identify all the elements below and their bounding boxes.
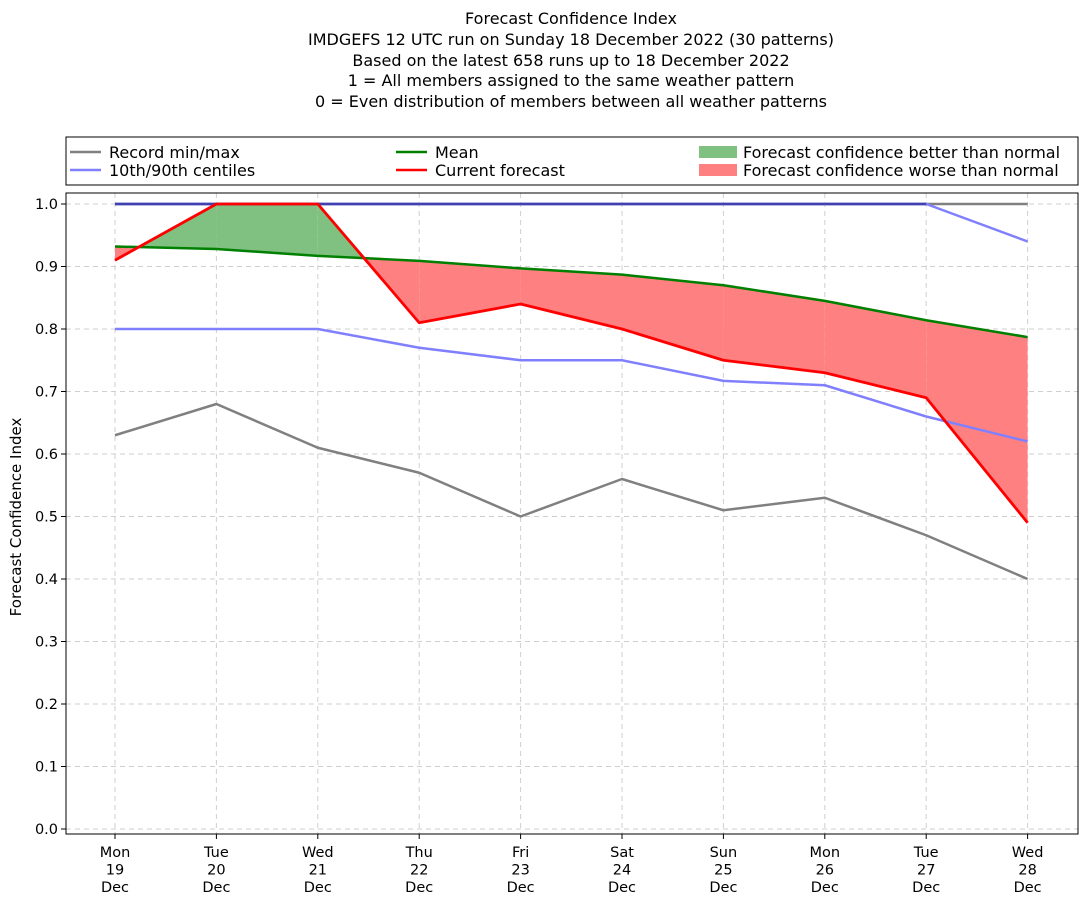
title-line-1: Forecast Confidence Index <box>465 9 677 28</box>
x-tick-label: 22 <box>410 863 428 879</box>
title-line-4: 1 = All members assigned to the same wea… <box>348 71 795 90</box>
legend: Record min/max Mean Forecast confidence be… <box>65 136 1079 186</box>
x-tick-label: 21 <box>309 863 327 879</box>
worse-than-normal-fill <box>520 268 622 329</box>
mean-line <box>114 245 1028 339</box>
worse-than-normal-fill <box>824 300 927 398</box>
title-line-3: Based on the latest 658 runs up to 18 De… <box>352 51 789 70</box>
x-tick-label: Wed <box>1012 845 1044 861</box>
x-tick-label: Sun <box>710 845 738 861</box>
x-tick-label: Mon <box>810 845 841 861</box>
legend-label: 10th/90th centiles <box>109 161 255 180</box>
y-tick-label: 0.8 <box>35 322 58 338</box>
y-tick-label: 0.6 <box>35 447 58 463</box>
y-tick-label: 0.3 <box>35 635 58 651</box>
x-tick-label: Dec <box>202 880 230 896</box>
legend-item: 10th/90th centiles <box>70 161 255 180</box>
worse-than-normal-fill <box>622 274 724 361</box>
x-tick-label: Dec <box>304 880 332 896</box>
x-tick-label: 20 <box>207 863 225 879</box>
x-tick-label: Fri <box>512 845 529 861</box>
x-tick-label: Tue <box>913 845 939 861</box>
x-tick-label: Mon <box>100 845 131 861</box>
x-tick-label: Sat <box>610 845 634 861</box>
y-tick-label: 0.1 <box>35 760 58 776</box>
legend-item: Forecast confidence better than normal <box>699 143 1060 162</box>
plot-frame <box>65 192 1079 835</box>
legend-label: Forecast confidence better than normal <box>743 143 1060 162</box>
y-tick-label: 1.0 <box>35 197 58 213</box>
centile-10-line <box>115 327 1028 443</box>
x-tick-label: 27 <box>917 863 935 879</box>
y-tick-label: 0.2 <box>35 697 58 713</box>
record-min-line <box>114 402 1029 581</box>
title-line-5: 0 = Even distribution of members between… <box>315 92 827 111</box>
better-than-normal-fill <box>216 204 318 256</box>
x-tick-label: Dec <box>1014 880 1042 896</box>
series-lines <box>114 202 1029 581</box>
x-tick-label: 26 <box>816 863 834 879</box>
x-tick-label: Dec <box>811 880 839 896</box>
legend-patch-swatch <box>699 164 737 176</box>
legend-item: Forecast confidence worse than normal <box>699 161 1059 180</box>
legend-box <box>65 136 1079 186</box>
title-line-2: IMDGEFS 12 UTC run on Sunday 18 December… <box>308 30 834 49</box>
x-tick-label: Dec <box>507 880 535 896</box>
legend-label: Mean <box>435 143 479 162</box>
y-tick-label: 0.7 <box>35 385 58 401</box>
legend-label: Record min/max <box>109 143 240 162</box>
legend-label: Forecast confidence worse than normal <box>743 161 1059 180</box>
y-axis-label: Forecast Confidence Index <box>7 418 25 617</box>
worse-than-normal-fill <box>723 285 825 373</box>
x-tick-label: 23 <box>511 863 529 879</box>
x-tick-label: Tue <box>203 845 229 861</box>
y-tick-label: 0.0 <box>35 822 58 838</box>
legend-label: Current forecast <box>435 161 565 180</box>
y-tick-label: 0.4 <box>35 572 58 588</box>
x-tick-label: Dec <box>608 880 636 896</box>
legend-patch-swatch <box>699 146 737 158</box>
worse-than-normal-fill <box>926 320 1028 523</box>
chart-title: Forecast Confidence Index IMDGEFS 12 UTC… <box>308 9 834 111</box>
x-tick-label: Dec <box>101 880 129 896</box>
x-tick-label: 19 <box>106 863 124 879</box>
x-tick-label: Dec <box>912 880 940 896</box>
x-tick-label: Thu <box>405 845 433 861</box>
y-tick-label: 0.9 <box>35 260 58 276</box>
current-forecast-line <box>114 202 1029 524</box>
legend-item: Record min/max <box>70 143 240 162</box>
x-tick-label: Dec <box>405 880 433 896</box>
x-tick-label: Dec <box>709 880 737 896</box>
axes: 0.00.10.20.30.40.50.60.70.80.91.0Mon19De… <box>35 197 1043 896</box>
x-tick-label: Wed <box>302 845 334 861</box>
legend-item: Current forecast <box>396 161 565 180</box>
legend-item: Mean <box>396 143 479 162</box>
x-tick-label: 24 <box>613 863 631 879</box>
grid <box>66 193 1078 834</box>
x-tick-label: 25 <box>714 863 732 879</box>
x-tick-label: 28 <box>1018 863 1036 879</box>
y-tick-label: 0.5 <box>35 510 58 526</box>
